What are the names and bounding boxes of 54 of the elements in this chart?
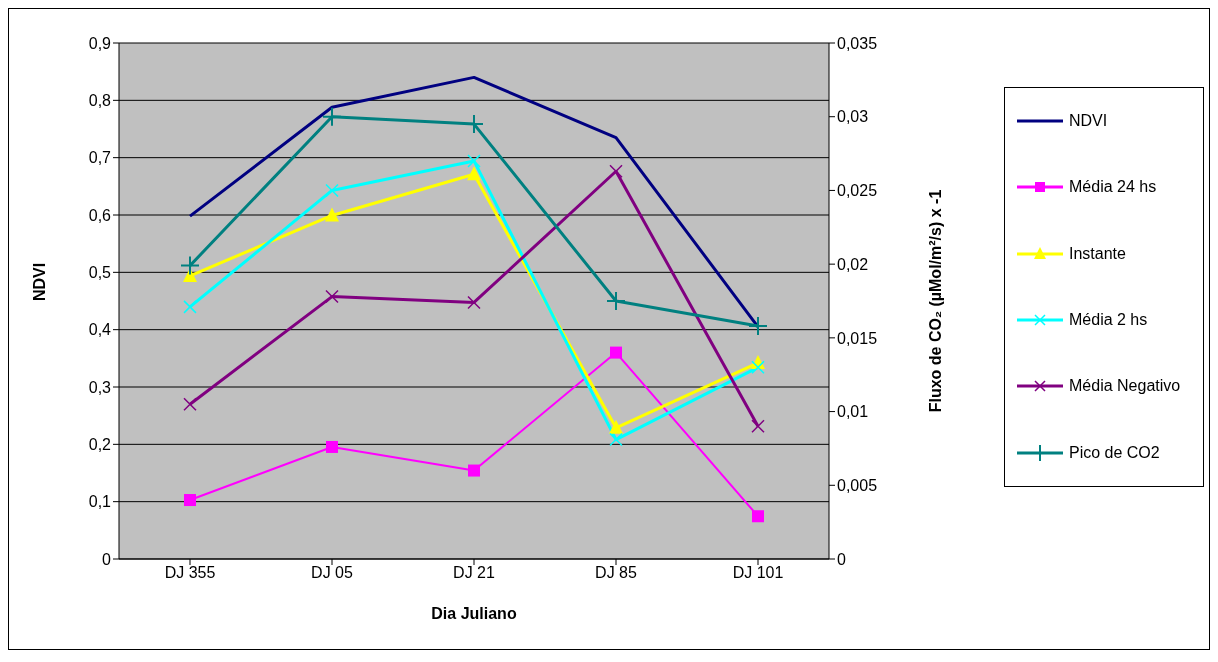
point	[751, 419, 765, 434]
y-tick-label: 0,1	[88, 493, 112, 511]
point	[467, 154, 481, 168]
legend-label: Média 24 hs	[1069, 178, 1157, 197]
legend-label: NDVI	[1069, 112, 1108, 131]
point	[467, 295, 481, 310]
y2-tick-label: 0,025	[837, 182, 878, 200]
y-tick-label: 0,9	[88, 34, 112, 52]
point	[752, 510, 764, 523]
legend-label: Pico de CO2	[1069, 443, 1160, 462]
y-tick-label: 0	[102, 550, 112, 568]
y-axis-title: NDVI	[30, 262, 48, 301]
point	[325, 207, 339, 222]
point	[610, 346, 622, 359]
point	[751, 360, 765, 375]
legend-label: Instante	[1069, 244, 1126, 263]
x-tick-label: DJ 101	[732, 564, 784, 582]
point	[748, 316, 768, 337]
point	[609, 432, 623, 447]
y2-tick-label: 0,02	[837, 255, 869, 273]
point	[183, 300, 197, 314]
y-tick-label: 0,7	[88, 149, 112, 167]
point	[606, 291, 626, 311]
y-tick-label: 0,2	[88, 436, 112, 454]
y2-tick-label: 0,03	[837, 108, 869, 126]
x-tick-label: DJ 05	[311, 564, 353, 582]
legend-label: Média 2 hs	[1069, 311, 1148, 330]
point	[326, 440, 338, 453]
y-tick-label: 0,8	[88, 92, 112, 110]
legend-label: Média Negativo	[1069, 377, 1181, 396]
point	[609, 164, 623, 179]
y-tick-label: 0,3	[88, 378, 112, 396]
point	[325, 289, 339, 304]
y-tick-label: 0,4	[88, 321, 112, 339]
y-tick-label: 0,6	[88, 206, 112, 224]
point	[609, 419, 623, 434]
point	[322, 106, 342, 127]
y2-tick-label: 0,035	[837, 34, 878, 52]
y-tick-label: 0,5	[88, 264, 112, 282]
x-axis-title: Dia Juliano	[431, 605, 517, 622]
point	[468, 464, 480, 477]
point	[184, 494, 196, 507]
point	[183, 397, 197, 411]
point	[325, 183, 339, 198]
y2-tick-label: 0	[837, 550, 846, 568]
point	[180, 255, 200, 276]
y2-axis-title: Fluxo de CO₂ (µMol/m²/s) x -1	[927, 189, 944, 413]
point	[467, 166, 481, 181]
x-tick-label: DJ 355	[164, 564, 216, 582]
x-tick-label: DJ 21	[453, 564, 495, 582]
y2-tick-label: 0,015	[837, 329, 878, 347]
y2-tick-label: 0,01	[837, 403, 869, 421]
x-tick-label: DJ 85	[595, 564, 637, 582]
y2-tick-label: 0,005	[837, 476, 878, 494]
